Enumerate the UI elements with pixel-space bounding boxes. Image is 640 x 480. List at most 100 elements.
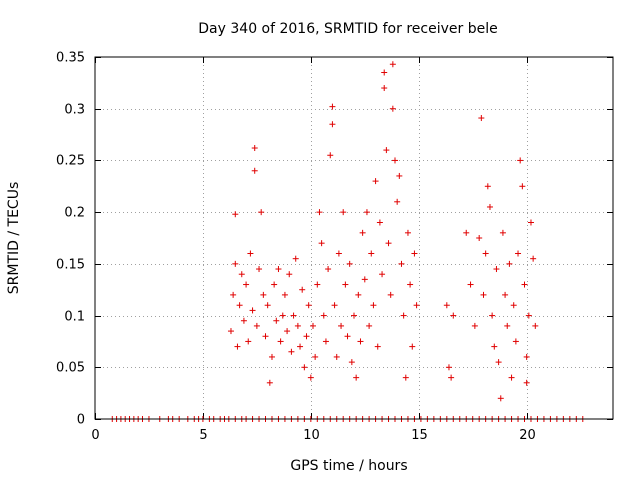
- data-point: [351, 312, 357, 319]
- data-point: [331, 302, 338, 309]
- data-point: [227, 328, 234, 335]
- y-tick-label: 0.05: [56, 361, 85, 376]
- data-point: [305, 302, 312, 309]
- data-point: [288, 348, 295, 355]
- data-point: [279, 312, 286, 319]
- data-point: [307, 374, 314, 381]
- y-tick-label: 0.2: [64, 206, 85, 221]
- data-point: [463, 229, 470, 236]
- data-point: [284, 328, 291, 335]
- data-point: [290, 312, 297, 319]
- data-point: [398, 260, 405, 267]
- data-point: [499, 229, 506, 236]
- data-point: [320, 312, 327, 319]
- data-point: [504, 322, 511, 329]
- data-point: [480, 291, 487, 298]
- data-point: [510, 302, 517, 309]
- data-point: [491, 343, 498, 350]
- grid-lines: [95, 57, 613, 419]
- data-point: [407, 281, 414, 288]
- axis-ticks: 0 5 10 15 20 0 0.05 0.1 0.15 0.2 0.25 0.3 0.35: [56, 51, 613, 443]
- data-point: [333, 353, 340, 360]
- data-point: [525, 312, 532, 319]
- data-point: [523, 353, 530, 360]
- data-point: [340, 209, 347, 216]
- data-point: [281, 291, 288, 298]
- data-point: [450, 312, 457, 319]
- data-point: [486, 203, 493, 210]
- data-point: [497, 395, 504, 402]
- data-point: [294, 322, 301, 329]
- data-point: [348, 359, 355, 366]
- data-point: [508, 374, 515, 381]
- data-point: [448, 374, 455, 381]
- data-point: [335, 250, 342, 257]
- data-point: [329, 103, 336, 110]
- data-point: [506, 260, 513, 267]
- data-point: [309, 322, 316, 329]
- data-point: [253, 322, 260, 329]
- data-point: [329, 121, 336, 128]
- data-point: [314, 281, 321, 288]
- data-point: [322, 338, 329, 345]
- data-point: [445, 364, 452, 371]
- data-point: [443, 302, 450, 309]
- data-point: [286, 271, 293, 278]
- data-point: [400, 312, 407, 319]
- data-point: [385, 240, 392, 247]
- chart-title: Day 340 of 2016, SRMTID for receiver bel…: [198, 21, 497, 37]
- x-tick-label: 20: [519, 428, 536, 443]
- data-point: [275, 266, 282, 273]
- data-point: [502, 291, 509, 298]
- data-point: [413, 302, 420, 309]
- data-point: [394, 198, 401, 205]
- data-point: [355, 291, 362, 298]
- data-point: [383, 147, 390, 154]
- data-point: [402, 374, 409, 381]
- data-point: [299, 286, 306, 293]
- data-point: [404, 229, 411, 236]
- data-point: [262, 333, 269, 340]
- data-point: [266, 379, 273, 386]
- data-point: [409, 343, 416, 350]
- data-point: [268, 353, 275, 360]
- data-point: [249, 307, 256, 314]
- data-point: [368, 250, 375, 257]
- data-point: [381, 69, 388, 76]
- data-point: [297, 343, 304, 350]
- data-point: [277, 338, 284, 345]
- y-tick-label: 0.25: [56, 154, 85, 169]
- data-point: [392, 157, 399, 164]
- data-point: [363, 209, 370, 216]
- data-point: [521, 281, 528, 288]
- data-point: [238, 271, 245, 278]
- data-point: [251, 145, 258, 152]
- data-point: [301, 364, 308, 371]
- data-point: [359, 229, 366, 236]
- data-point: [366, 322, 373, 329]
- data-point: [264, 302, 271, 309]
- data-point: [374, 343, 381, 350]
- data-point: [519, 183, 526, 190]
- data-point: [376, 219, 383, 226]
- data-point: [523, 379, 530, 386]
- data-point: [312, 353, 319, 360]
- data-point: [260, 291, 267, 298]
- y-tick-label: 0.1: [64, 310, 85, 325]
- data-point: [236, 302, 243, 309]
- data-point: [482, 250, 489, 257]
- data-point: [515, 250, 522, 257]
- data-point: [273, 317, 280, 324]
- data-point: [256, 266, 263, 273]
- x-tick-label: 0: [91, 428, 99, 443]
- data-point: [292, 255, 299, 262]
- data-point: [372, 178, 379, 185]
- data-point: [532, 322, 539, 329]
- plot-frame: [94, 56, 614, 420]
- data-point: [245, 338, 252, 345]
- data-point: [327, 152, 334, 159]
- x-tick-label: 15: [411, 428, 428, 443]
- data-point: [258, 209, 265, 216]
- data-point: [370, 302, 377, 309]
- data-point: [411, 250, 418, 257]
